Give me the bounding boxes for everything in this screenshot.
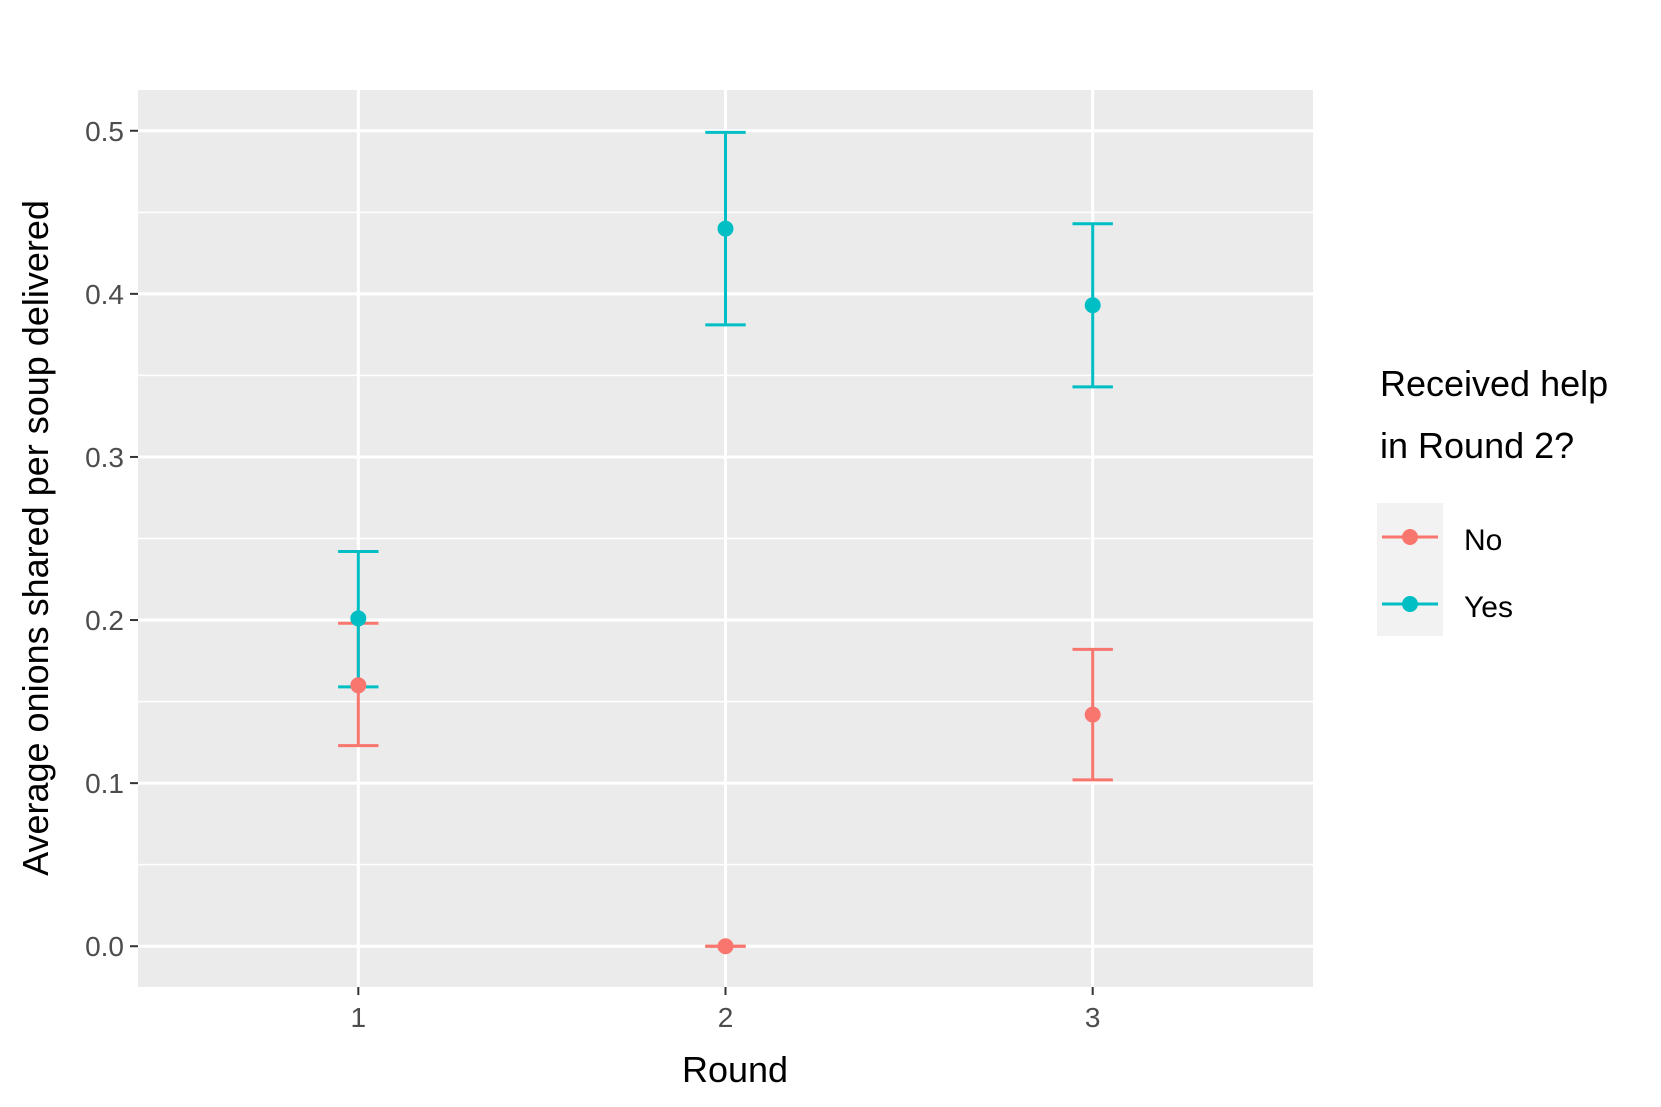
point-yes [1084,297,1101,314]
y-tick-label: 0.2 [85,605,124,636]
legend-label-yes: Yes [1464,591,1513,624]
x-tick-label: 2 [718,1002,734,1033]
y-tick-label: 0.5 [85,116,124,147]
point-yes [350,610,367,627]
y-tick-label: 0.0 [85,931,124,962]
point-no [717,938,734,955]
x-tick-label: 3 [1085,1002,1101,1033]
x-axis-ticks: 1 2 3 [351,987,1101,1033]
y-axis-ticks: 0.0 0.1 0.2 0.3 0.4 0.5 [85,116,138,962]
legend-label-no: No [1464,524,1502,557]
legend-key-point-no [1402,529,1418,545]
chart-marks [338,130,1113,955]
point-yes [717,220,734,237]
x-axis-title: Round [682,1049,788,1090]
point-no [350,677,367,694]
y-axis-title: Average onions shared per soup delivered [15,200,56,876]
legend-title-line-1: Received help [1380,363,1608,404]
x-tick-label: 1 [351,1002,367,1033]
legend-title-line-2: in Round 2? [1380,425,1574,466]
legend: Received help in Round 2? No Yes [1377,363,1608,636]
y-tick-label: 0.1 [85,768,124,799]
y-tick-label: 0.4 [85,279,124,310]
point-no [1084,706,1101,723]
legend-key-point-yes [1402,596,1418,612]
legend-keys [1382,529,1438,612]
y-tick-label: 0.3 [85,442,124,473]
legend-key-background [1377,503,1443,636]
